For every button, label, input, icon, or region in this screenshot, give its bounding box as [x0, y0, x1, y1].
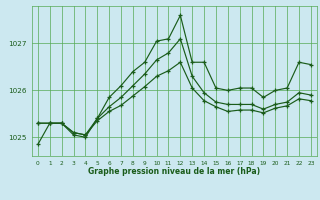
- X-axis label: Graphe pression niveau de la mer (hPa): Graphe pression niveau de la mer (hPa): [88, 167, 260, 176]
